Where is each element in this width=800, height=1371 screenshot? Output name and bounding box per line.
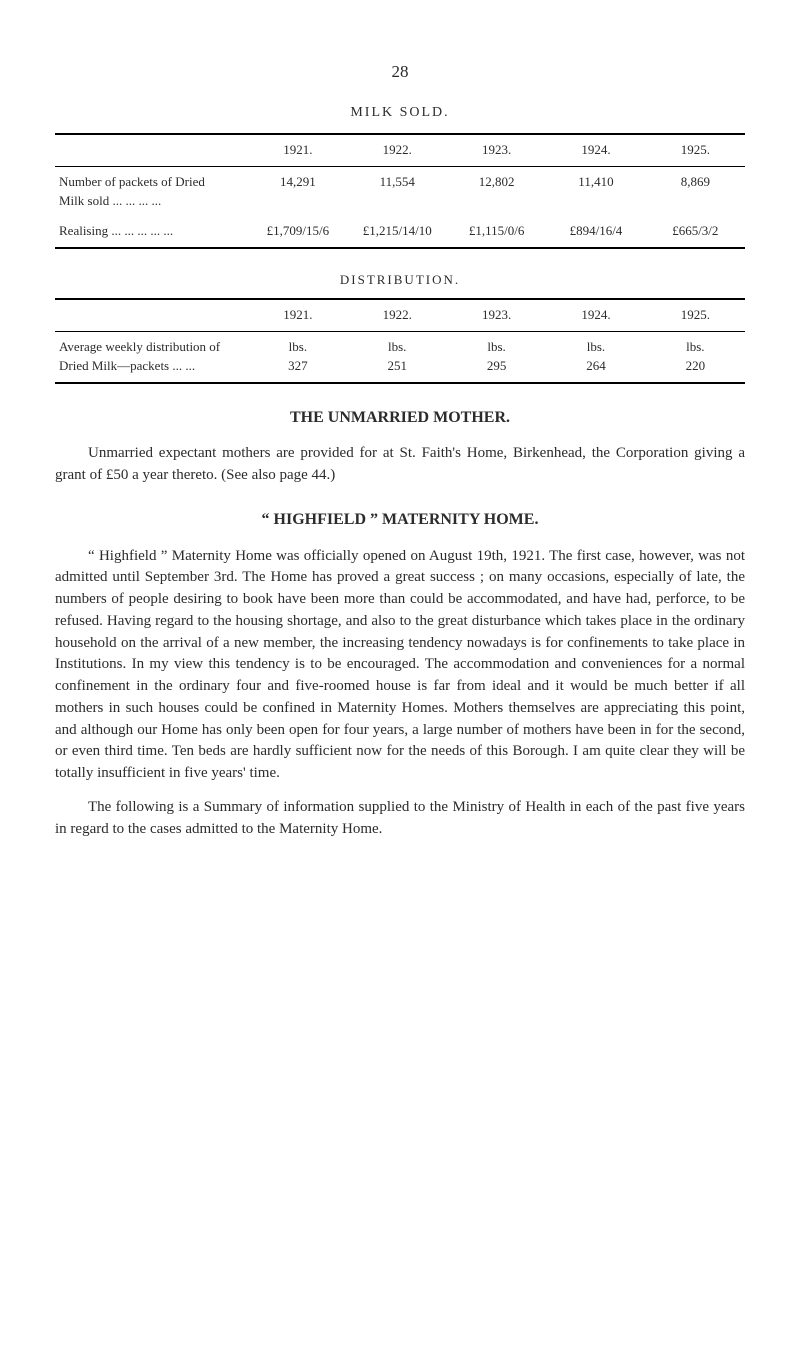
year-header: 1923. [447,134,546,166]
table-cell: £1,215/14/10 [348,216,447,248]
body-paragraph: “ Highfield ” Maternity Home was officia… [55,546,745,785]
page-number: 28 [55,60,745,85]
table-cell: 11,410 [546,166,645,216]
distribution-title: DISTRIBUTION. [55,271,745,290]
year-header: 1921. [248,299,347,331]
row-label: Number of packets of Dried Milk sold ...… [55,166,248,216]
body-paragraph: Unmarried expectant mothers are provided… [55,443,745,487]
table-cell: £1,115/0/6 [447,216,546,248]
table-cell: lbs. 251 [348,332,447,383]
value-label: 220 [686,358,706,373]
table-cell: 12,802 [447,166,546,216]
year-header: 1924. [546,299,645,331]
value-label: 264 [586,358,606,373]
value-label: 327 [288,358,308,373]
year-header: 1925. [646,299,745,331]
table-cell: £894/16/4 [546,216,645,248]
year-header: 1924. [546,134,645,166]
milk-sold-title: MILK SOLD. [55,103,745,123]
distribution-table: 1921. 1922. 1923. 1924. 1925. Average we… [55,298,745,384]
section-heading: THE UNMARRIED MOTHER. [55,406,745,429]
year-header: 1923. [447,299,546,331]
unit-label: lbs. [388,339,406,354]
table-cell: £665/3/2 [646,216,745,248]
value-label: 295 [487,358,507,373]
row-label: Average weekly distribution of Dried Mil… [55,332,248,383]
table-cell: £1,709/15/6 [248,216,347,248]
table-cell: 11,554 [348,166,447,216]
table-cell: lbs. 220 [646,332,745,383]
unit-label: lbs. [587,339,605,354]
milk-sold-table: 1921. 1922. 1923. 1924. 1925. Number of … [55,133,745,249]
year-header: 1922. [348,134,447,166]
value-label: 251 [387,358,407,373]
table-stub-blank [55,134,248,166]
table-cell: 8,869 [646,166,745,216]
table-cell: 14,291 [248,166,347,216]
page: 28 MILK SOLD. 1921. 1922. 1923. 1924. 19… [0,0,800,1371]
table-cell: lbs. 264 [546,332,645,383]
body-paragraph: The following is a Summary of informatio… [55,797,745,841]
section-heading: “ HIGHFIELD ” MATERNITY HOME. [55,508,745,531]
table-cell: lbs. 327 [248,332,347,383]
unit-label: lbs. [686,339,704,354]
unit-label: lbs. [487,339,505,354]
row-label: Realising ... ... ... ... ... [55,216,248,248]
table-cell: lbs. 295 [447,332,546,383]
table-stub-blank [55,299,248,331]
year-header: 1925. [646,134,745,166]
year-header: 1922. [348,299,447,331]
unit-label: lbs. [289,339,307,354]
year-header: 1921. [248,134,347,166]
